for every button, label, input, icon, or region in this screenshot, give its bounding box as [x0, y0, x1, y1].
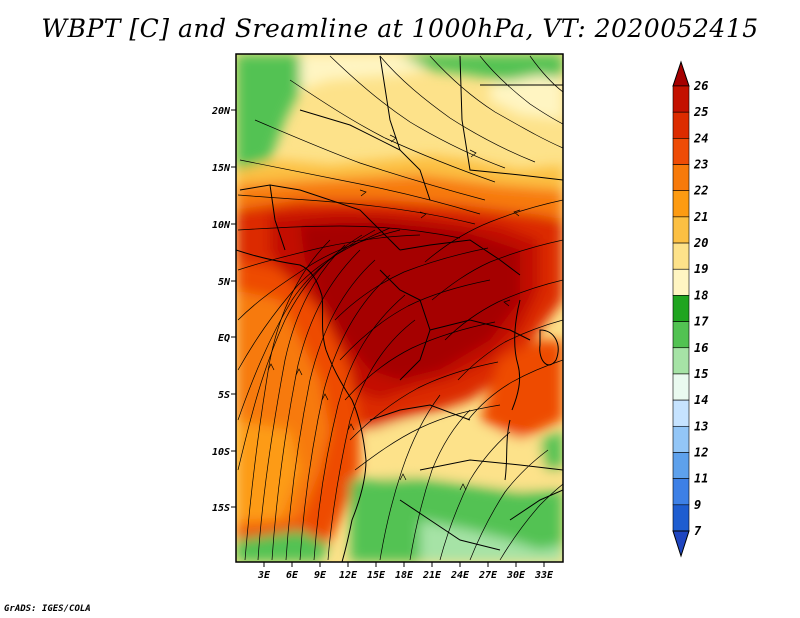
colorbar-box [672, 138, 690, 165]
lat-label: 15S [212, 503, 230, 514]
colorbar-box [672, 478, 690, 506]
lat-label: 10S [212, 447, 230, 458]
lat-label: 5S [218, 390, 230, 401]
colorbar-box [672, 504, 690, 532]
colorbar-label: 19 [694, 262, 708, 276]
colorbar-box [672, 216, 690, 244]
lon-label: 27E [478, 570, 498, 581]
colorbar-label: 24 [693, 131, 708, 145]
colorbar-label: 7 [694, 524, 702, 538]
latitude-axis: 20N 15N 10N 5N EQ 5S 10S 15S [211, 106, 236, 514]
colorbar-box [672, 399, 690, 427]
lat-label: 10N [212, 220, 231, 231]
colorbar-label: 14 [694, 393, 708, 407]
map-title: WBPT [C] and Sreamline at 1000hPa, VT: 2… [41, 14, 759, 43]
colorbar-box [672, 347, 690, 375]
grads-credit: GrADS: IGES/COLA [4, 604, 91, 614]
lon-label: 18E [395, 570, 414, 581]
colorbar-label: 15 [694, 367, 708, 381]
colorbar-box [672, 425, 690, 453]
colorbar-label: 21 [693, 210, 708, 224]
streamlines [237, 55, 563, 561]
colorbar-box [672, 190, 690, 218]
lat-label: 20N [211, 106, 231, 117]
colorbar-box [672, 111, 690, 139]
colorbar-label: 22 [693, 184, 708, 198]
lat-label: EQ [218, 333, 230, 344]
lat-label: 5N [218, 277, 231, 288]
lon-label: 21E [422, 570, 442, 581]
colorbar-label: 20 [693, 236, 708, 250]
lon-label: 30E [506, 570, 526, 581]
colorbar-boxes [672, 85, 690, 532]
colorbar-box [672, 452, 690, 479]
colorbar-box [672, 373, 690, 401]
lon-label: 33E [534, 570, 554, 581]
colorbar-top-arrow [672, 60, 690, 87]
colorbar-box [672, 164, 690, 192]
colorbar-label: 23 [693, 158, 708, 172]
colorbar-label: 26 [693, 79, 708, 93]
colorbar-labels: 26 25 24 23 22 21 20 19 18 17 16 15 14 13 12 11 9 7 [693, 79, 709, 538]
colorbar-box [672, 268, 690, 296]
lon-label: 6E [286, 570, 299, 581]
lon-label: 15E [367, 570, 386, 581]
lat-label: 15N [212, 163, 231, 174]
colorbar: 26 25 24 23 22 21 20 19 18 17 16 15 14 13 12 11 9 7 [672, 60, 709, 558]
colorbar-label: 18 [694, 288, 708, 302]
country-borders [236, 55, 563, 562]
colorbar-label: 25 [693, 105, 708, 119]
longitude-axis: 3E 6E 9E 12E 15E 18E 21E 24E 27E 30E 33E [257, 562, 554, 581]
colorbar-label: 13 [694, 419, 708, 433]
wbpt-shading [236, 54, 563, 562]
map-frame [235, 53, 564, 563]
colorbar-label: 12 [694, 445, 708, 459]
colorbar-box [672, 242, 690, 270]
colorbar-label: 17 [694, 315, 709, 329]
colorbar-label: 9 [694, 498, 701, 512]
colorbar-box [672, 295, 690, 322]
colorbar-box [672, 321, 690, 349]
lon-label: 3E [257, 570, 271, 581]
lon-label: 12E [339, 570, 358, 581]
lon-label: 9E [314, 570, 327, 581]
colorbar-label: 16 [694, 341, 708, 355]
colorbar-bottom-arrow [672, 530, 690, 558]
lon-label: 24E [450, 570, 470, 581]
colorbar-label: 11 [694, 472, 708, 486]
colorbar-box [672, 85, 690, 113]
